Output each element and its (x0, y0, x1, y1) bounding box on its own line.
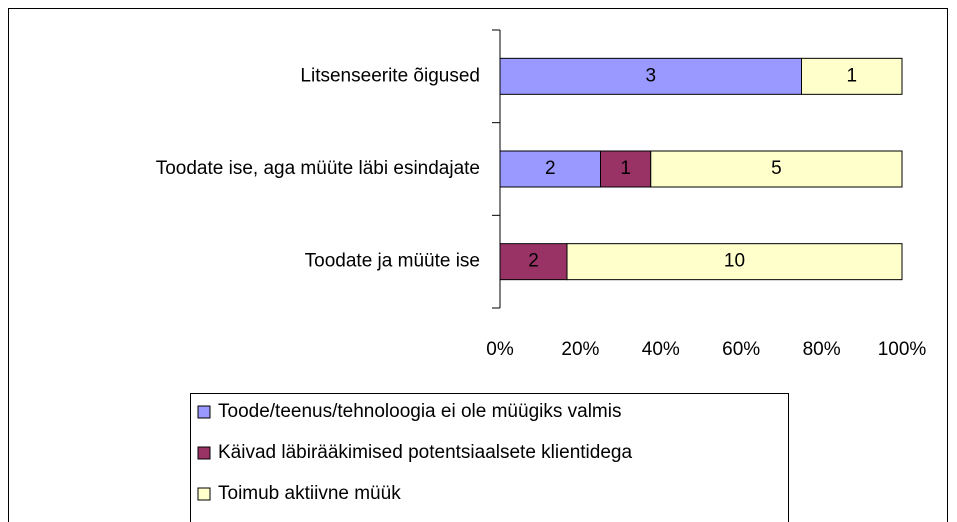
legend-label: Käivad läbirääkimised potentsiaalsete kl… (218, 442, 632, 463)
bar-segment (499, 150, 601, 188)
x-tick-label: 0% (486, 339, 514, 360)
legend-swatch (197, 487, 211, 501)
data-label: 2 (545, 158, 556, 179)
y-tick-label: Toodate ja müüte ise (305, 251, 480, 272)
x-tick-label: 100% (878, 339, 927, 360)
x-tick-label: 40% (642, 339, 680, 360)
data-label: 10 (724, 251, 745, 272)
y-tick-label: Litsenseerite õigused (300, 65, 480, 86)
x-tick-label: 80% (803, 339, 841, 360)
legend-label: Toode/teenus/tehnoloogia ei ole müügiks … (218, 401, 621, 422)
data-label: 1 (620, 158, 631, 179)
bar-segment (650, 150, 903, 188)
data-label: 3 (645, 65, 656, 86)
bar-segment (566, 243, 903, 281)
legend-swatch (197, 405, 211, 419)
data-label: 5 (771, 158, 782, 179)
bar-segment (499, 57, 802, 95)
legend-box (190, 393, 789, 522)
legend-swatch (197, 446, 211, 460)
bar-segment (600, 150, 652, 188)
x-tick-label: 20% (561, 339, 599, 360)
data-label: 2 (528, 251, 539, 272)
legend-label: Toimub aktiivne müük (218, 483, 401, 504)
y-tick-label: Toodate ise, aga müüte läbi esindajate (156, 158, 480, 179)
bar-segment (499, 243, 568, 281)
x-tick-label: 60% (722, 339, 760, 360)
data-label: 1 (846, 65, 857, 86)
bar-segment (801, 57, 903, 95)
